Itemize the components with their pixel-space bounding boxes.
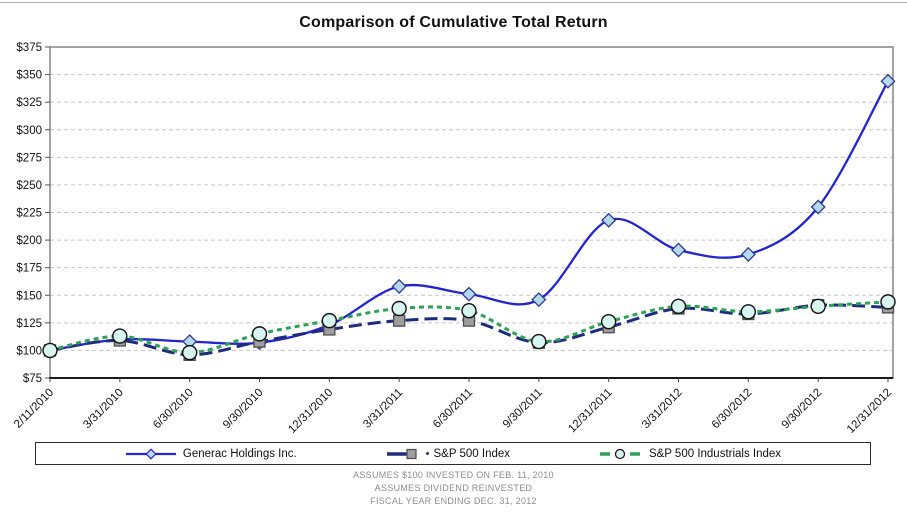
legend-item-generac: Generac Holdings Inc. [125, 447, 297, 461]
x-tick-label: 6/30/2011 [431, 387, 475, 431]
footnote-dividend: ASSUMES DIVIDEND REINVESTED [374, 483, 533, 493]
data-point-diamond [810, 199, 826, 215]
data-point-circle [531, 333, 547, 350]
data-point-diamond [461, 286, 477, 302]
x-tick-label: 12/31/2011 [566, 387, 615, 436]
legend-bullet: • [425, 447, 430, 460]
y-tick-label: $150 [16, 290, 42, 302]
data-point-circle [181, 344, 198, 361]
y-tick-label: $225 [16, 208, 42, 220]
industrials-series-icon [599, 448, 640, 459]
x-tick-label: 3/31/2012 [640, 387, 685, 432]
data-point-diamond [391, 278, 407, 294]
x-tick-label: 2/11/2010 [12, 387, 56, 431]
x-tick-label: 9/30/2010 [221, 387, 266, 432]
x-tick-label: 6/30/2012 [710, 387, 755, 432]
y-tick-label: $125 [16, 318, 42, 330]
y-tick-label: $325 [16, 97, 42, 109]
x-tick-label: 9/30/2011 [501, 387, 545, 431]
x-tick-label: 12/31/2010 [286, 387, 335, 436]
y-tick-label: $300 [16, 125, 42, 137]
data-point-circle [670, 298, 687, 314]
y-tick-label: $75 [23, 373, 42, 385]
data-point-diamond [601, 212, 617, 228]
data-point-circle [112, 328, 128, 344]
legend-label-industrials: S&P 500 Industrials Index [648, 447, 782, 460]
x-tick-label: 6/30/2010 [151, 387, 196, 432]
data-point-circle [880, 294, 896, 310]
footnote-invested: ASSUMES $100 INVESTED ON FEB. 11, 2010 [353, 470, 554, 480]
data-point-circle [42, 342, 58, 359]
data-point-circle [810, 298, 826, 314]
legend-label-sp500: S&P 500 Index [433, 447, 511, 460]
chart-title: Comparison of Cumulative Total Return [299, 14, 608, 31]
legend-label-generac: Generac Holdings Inc. [182, 447, 297, 460]
y-tick-label: $250 [16, 180, 42, 192]
legend-item-industrials: S&P 500 Industrials Index [599, 447, 781, 461]
data-point-diamond [880, 73, 896, 89]
data-point-circle [740, 304, 757, 320]
y-tick-label: $100 [16, 345, 42, 357]
y-tick-label: $375 [16, 42, 42, 54]
chart-svg: $75 $100 $125 $150 $175 $200 $225 $250 $275 $300 $… [12, 42, 896, 436]
y-tick-label: $350 [16, 70, 42, 82]
data-point-circle [321, 312, 338, 329]
x-tick-label: 3/31/2010 [81, 387, 126, 432]
y-tick-label: $275 [16, 152, 42, 164]
data-point-diamond [531, 292, 547, 308]
footnote-fiscal-year: FISCAL YEAR ENDING DEC. 31, 2012 [370, 496, 537, 506]
y-tick-label: $175 [16, 263, 42, 275]
y-tick-label: $200 [16, 235, 42, 247]
footnotes: ASSUMES $100 INVESTED ON FEB. 11, 2010 A… [0, 469, 907, 508]
x-tick-label: 12/31/2012 [845, 387, 894, 436]
data-point-diamond [670, 242, 687, 258]
legend-item-sp500: • S&P 500 Index [386, 447, 510, 461]
x-tick-label: 9/30/2012 [780, 387, 825, 432]
data-point-square [393, 314, 406, 327]
data-point-circle [251, 326, 268, 342]
generac-series-icon [125, 447, 176, 460]
sp500-series-icon [386, 448, 417, 459]
legend: Generac Holdings Inc. • S&P 500 Index S&… [35, 442, 871, 465]
top-divider [0, 2, 907, 3]
x-tick-label: 3/31/2011 [361, 387, 405, 431]
data-point-circle [461, 302, 477, 319]
data-point-circle [600, 314, 617, 330]
data-point-circle [391, 300, 407, 317]
data-point-diamond [740, 246, 756, 262]
